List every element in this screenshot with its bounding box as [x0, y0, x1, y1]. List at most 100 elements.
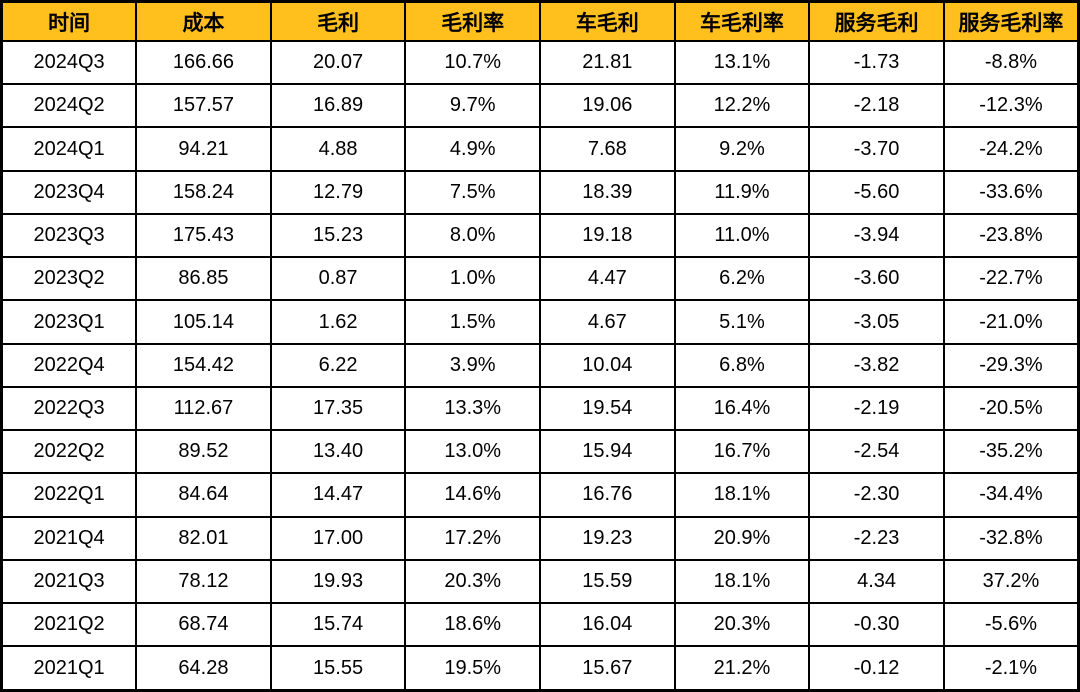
table-cell: 16.4%: [673, 385, 811, 432]
table-cell: -3.05: [808, 299, 945, 345]
table-cell: -2.23: [808, 515, 945, 561]
table-cell: 154.42: [135, 342, 272, 388]
table-cell: 4.34: [808, 558, 945, 605]
table-cell: 6.2%: [673, 256, 811, 302]
table-cell: 15.94: [539, 429, 676, 475]
table-cell: -24.2%: [942, 126, 1080, 172]
column-header-time: 时间: [0, 0, 138, 42]
table-cell: 13.3%: [404, 385, 541, 432]
table-cell: 15.74: [269, 602, 407, 648]
table-cell: 19.18: [539, 212, 676, 259]
table-row: 2024Q1 94.21 4.88 4.9% 7.68 9.2% -3.70 -24.2%: [0, 126, 1080, 172]
table-row: 2021Q4 82.01 17.00 17.2% 19.23 20.9% -2.23 -32.…: [0, 515, 1080, 561]
table-cell: 13.0%: [404, 429, 541, 475]
table-cell: -12.3%: [942, 83, 1080, 129]
table-cell: 16.89: [269, 83, 407, 129]
table-row: 2024Q3 166.66 20.07 10.7% 21.81 13.1% -1.73 -8.…: [0, 39, 1080, 86]
row-period-cell: 2023Q1: [0, 299, 138, 345]
table-cell: 1.0%: [404, 256, 541, 302]
column-header-gross-margin: 毛利率: [404, 0, 541, 42]
table-cell: 4.9%: [404, 126, 541, 172]
table-cell: -33.6%: [942, 169, 1080, 215]
table-cell: 7.68: [539, 126, 676, 172]
table-cell: 18.1%: [673, 558, 811, 605]
table-cell: 10.7%: [404, 39, 541, 86]
table-cell: 15.23: [269, 212, 407, 259]
table-cell: 15.67: [539, 645, 676, 692]
table-cell: 6.8%: [673, 342, 811, 388]
table-row: 2024Q2 157.57 16.89 9.7% 19.06 12.2% -2.18 -12.…: [0, 83, 1080, 129]
table-cell: 17.35: [269, 385, 407, 432]
table-cell: 112.67: [135, 385, 272, 432]
table-cell: 9.2%: [673, 126, 811, 172]
table-row: 2022Q1 84.64 14.47 14.6% 16.76 18.1% -2.30 -34.…: [0, 472, 1080, 518]
table-cell: 3.9%: [404, 342, 541, 388]
table-row: 2021Q3 78.12 19.93 20.3% 15.59 18.1% 4.34 37.2%: [0, 558, 1080, 605]
table-cell: 20.07: [269, 39, 407, 86]
table-cell: 17.2%: [404, 515, 541, 561]
row-period-cell: 2023Q3: [0, 212, 138, 259]
table-cell: 5.1%: [673, 299, 811, 345]
table-cell: 19.23: [539, 515, 676, 561]
table-cell: 166.66: [135, 39, 272, 86]
table-cell: -32.8%: [942, 515, 1080, 561]
table-row: 2022Q4 154.42 6.22 3.9% 10.04 6.8% -3.82 -29.3%: [0, 342, 1080, 388]
table-cell: 158.24: [135, 169, 272, 215]
row-period-cell: 2022Q1: [0, 472, 138, 518]
table-cell: 78.12: [135, 558, 272, 605]
table-row: 2022Q2 89.52 13.40 13.0% 15.94 16.7% -2.54 -35.…: [0, 429, 1080, 475]
table-cell: 12.2%: [673, 83, 811, 129]
table-cell: -29.3%: [942, 342, 1080, 388]
table-cell: 13.40: [269, 429, 407, 475]
row-period-cell: 2022Q4: [0, 342, 138, 388]
table-cell: -20.5%: [942, 385, 1080, 432]
column-header-vehicle-gross-margin: 车毛利率: [673, 0, 811, 42]
row-period-cell: 2021Q4: [0, 515, 138, 561]
table-cell: 1.5%: [404, 299, 541, 345]
row-period-cell: 2022Q3: [0, 385, 138, 432]
table-cell: 0.87: [269, 256, 407, 302]
table-cell: 86.85: [135, 256, 272, 302]
table-cell: 20.9%: [673, 515, 811, 561]
table-cell: 10.04: [539, 342, 676, 388]
column-header-service-gross-margin: 服务毛利率: [942, 0, 1080, 42]
table-cell: 21.2%: [673, 645, 811, 692]
table-cell: 11.0%: [673, 212, 811, 259]
header-row: 时间 成本 毛利 毛利率 车毛利 车毛利率 服务毛利 服务毛利率: [0, 0, 1080, 42]
table-cell: 17.00: [269, 515, 407, 561]
table-cell: 175.43: [135, 212, 272, 259]
table-cell: 16.76: [539, 472, 676, 518]
table-cell: 19.5%: [404, 645, 541, 692]
table-cell: 15.59: [539, 558, 676, 605]
table-cell: -3.94: [808, 212, 945, 259]
table-row: 2023Q3 175.43 15.23 8.0% 19.18 11.0% -3.94 -23.…: [0, 212, 1080, 259]
table-cell: -8.8%: [942, 39, 1080, 86]
table-row: 2021Q1 64.28 15.55 19.5% 15.67 21.2% -0.12 -2.1…: [0, 645, 1080, 692]
table-cell: -2.1%: [942, 645, 1080, 692]
table-row: 2023Q4 158.24 12.79 7.5% 18.39 11.9% -5.60 -33.…: [0, 169, 1080, 215]
table-cell: 4.88: [269, 126, 407, 172]
table-cell: -21.0%: [942, 299, 1080, 345]
table-cell: 64.28: [135, 645, 272, 692]
table-cell: -1.73: [808, 39, 945, 86]
table-body: 2024Q3 166.66 20.07 10.7% 21.81 13.1% -1.73 -8.…: [0, 39, 1080, 692]
table-cell: 20.3%: [404, 558, 541, 605]
table-cell: 9.7%: [404, 83, 541, 129]
table-cell: 94.21: [135, 126, 272, 172]
table-cell: 12.79: [269, 169, 407, 215]
table-cell: -2.30: [808, 472, 945, 518]
table-cell: 37.2%: [942, 558, 1080, 605]
table-cell: 14.47: [269, 472, 407, 518]
table-cell: 11.9%: [673, 169, 811, 215]
table-cell: 18.6%: [404, 602, 541, 648]
table-cell: -23.8%: [942, 212, 1080, 259]
table-cell: -35.2%: [942, 429, 1080, 475]
table-cell: 89.52: [135, 429, 272, 475]
table-cell: -2.54: [808, 429, 945, 475]
table-header: 时间 成本 毛利 毛利率 车毛利 车毛利率 服务毛利 服务毛利率: [0, 0, 1080, 42]
table-cell: -0.30: [808, 602, 945, 648]
table-cell: 14.6%: [404, 472, 541, 518]
column-header-cost: 成本: [135, 0, 272, 42]
table-cell: 1.62: [269, 299, 407, 345]
